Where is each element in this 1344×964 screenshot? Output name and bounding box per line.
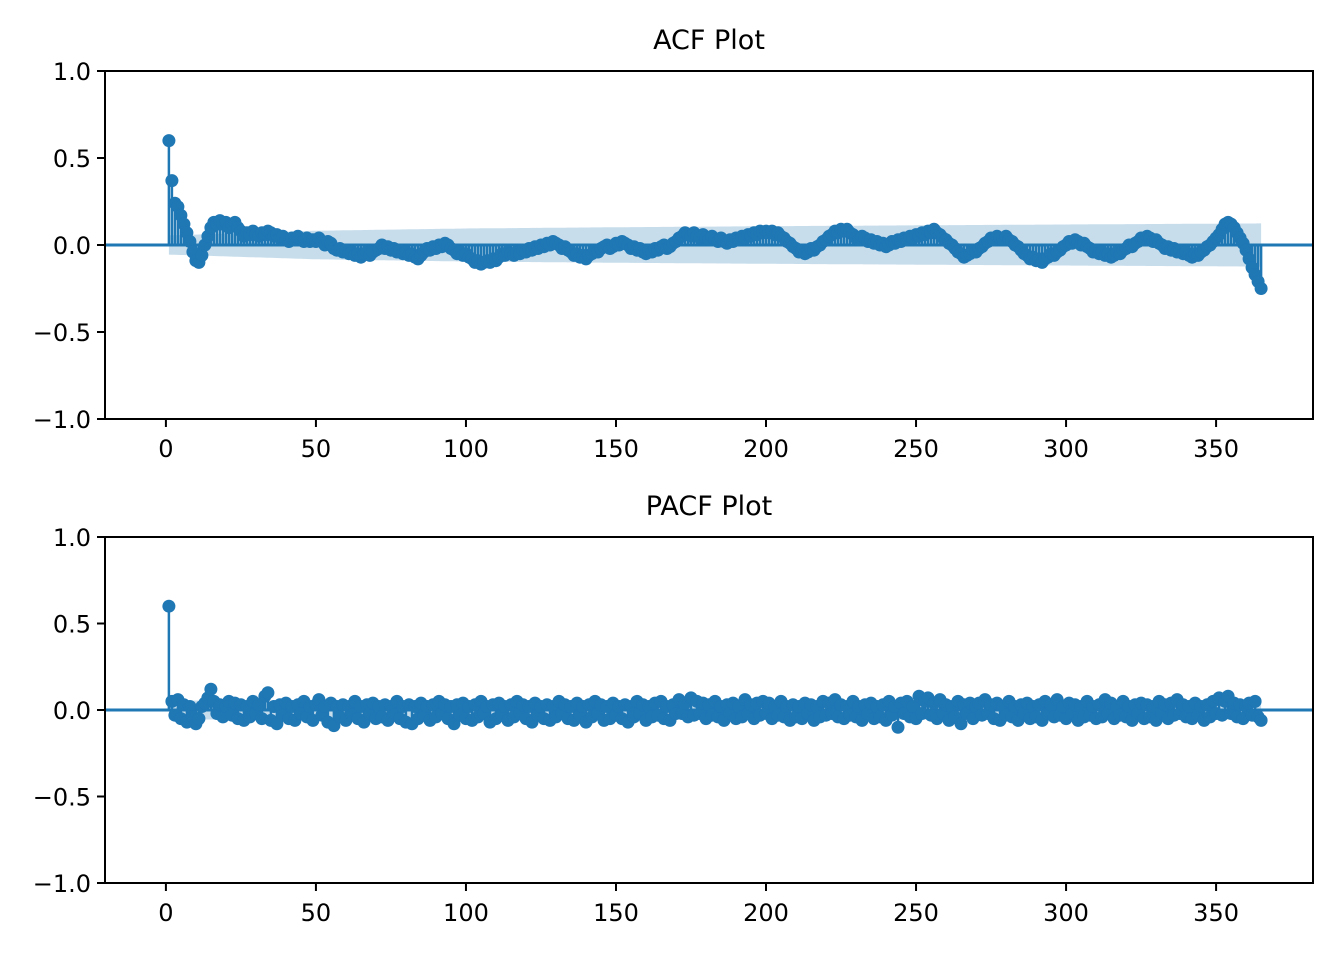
- acf-xtick-label: 0: [158, 435, 173, 463]
- acf-ytick-label: 1.0: [53, 58, 91, 86]
- pacf-markers: [162, 599, 1268, 734]
- pacf-xtick-label: 0: [158, 899, 173, 927]
- acf-stems: [167, 140, 1263, 289]
- acf-xtick-label: 300: [1043, 435, 1089, 463]
- pacf-ytick-label: 1.0: [53, 524, 91, 552]
- acf-markers: [162, 134, 1268, 295]
- pacf-xtick-label: 50: [301, 899, 332, 927]
- acf-ytick-label: 0.5: [53, 145, 91, 173]
- pacf-ytick-label: 0.5: [53, 611, 91, 639]
- pacf-xtick-label: 250: [893, 899, 939, 927]
- acf-title: ACF Plot: [653, 25, 765, 56]
- acf-xtick-label: 350: [1193, 435, 1239, 463]
- pacf-xtick-label: 200: [743, 899, 789, 927]
- pacf-y-axis: 1.0 0.5 0.0 −0.5 −1.0: [33, 524, 105, 898]
- acf-xtick-label: 200: [743, 435, 789, 463]
- pacf-xtick-label: 300: [1043, 899, 1089, 927]
- acf-ytick-label: −1.0: [33, 406, 91, 434]
- pacf-ytick-label: −0.5: [33, 784, 91, 812]
- pacf-x-axis: 0 50 100 150 200 250 300 350: [158, 883, 1239, 927]
- acf-xtick-label: 50: [301, 435, 332, 463]
- pacf-xtick-label: 150: [593, 899, 639, 927]
- acf-plot: 0 50 100 150 200 250 300 350 1.0 0.5 0.0 −0.5 −1.0 AC…: [33, 25, 1314, 463]
- pacf-xtick-label: 100: [443, 899, 489, 927]
- acf-y-axis: 1.0 0.5 0.0 −0.5 −1.0: [33, 58, 105, 434]
- acf-xtick-label: 150: [593, 435, 639, 463]
- acf-xtick-label: 100: [443, 435, 489, 463]
- pacf-ytick-label: −1.0: [33, 870, 91, 898]
- acf-ytick-label: 0.0: [53, 232, 91, 260]
- pacf-ytick-label: 0.0: [53, 697, 91, 725]
- pacf-title: PACF Plot: [646, 491, 772, 522]
- acf-ytick-label: −0.5: [33, 319, 91, 347]
- pacf-plot: 0 50 100 150 200 250 300 350 1.0 0.5 0.0 −0.5 −1.0 PA…: [33, 491, 1314, 927]
- acf-xtick-label: 250: [893, 435, 939, 463]
- pacf-xtick-label: 350: [1193, 899, 1239, 927]
- acf-x-axis: 0 50 100 150 200 250 300 350: [158, 419, 1239, 463]
